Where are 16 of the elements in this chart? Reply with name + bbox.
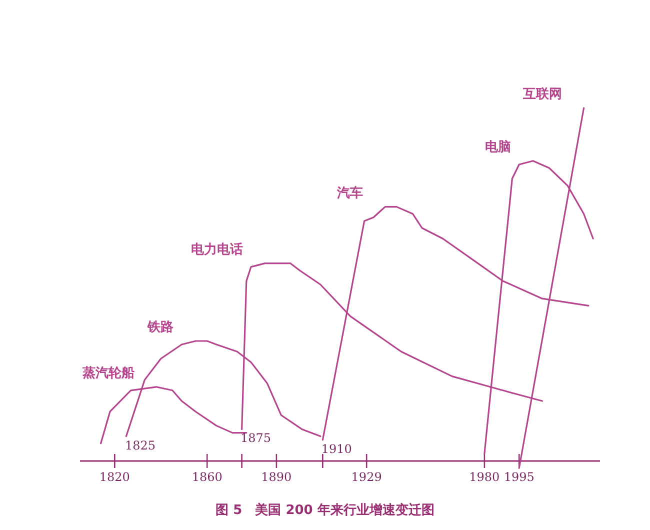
- x-tick-label: 1980: [469, 470, 500, 484]
- text: 图 5 美国 200 年来行业增速变迁图: [216, 502, 434, 518]
- series-label: 电力电话: [190, 241, 243, 258]
- annotation: 1875: [240, 431, 272, 446]
- series-label: 蒸汽轮船: [81, 364, 134, 381]
- x-tick-label: 1820: [99, 470, 130, 484]
- series-label: 铁路: [146, 320, 174, 335]
- annotation: 1910: [321, 442, 352, 456]
- x-tick-label: 1890: [261, 470, 292, 484]
- series-label: 电脑: [484, 138, 511, 155]
- x-tick-label: 1995: [504, 470, 534, 484]
- annotation: 1825: [124, 438, 156, 452]
- x-tick-label: 1929: [351, 470, 382, 484]
- series-label: 汽车: [336, 184, 364, 201]
- series-label: 互联网: [522, 87, 562, 102]
- x-tick-label: 1860: [192, 470, 222, 484]
